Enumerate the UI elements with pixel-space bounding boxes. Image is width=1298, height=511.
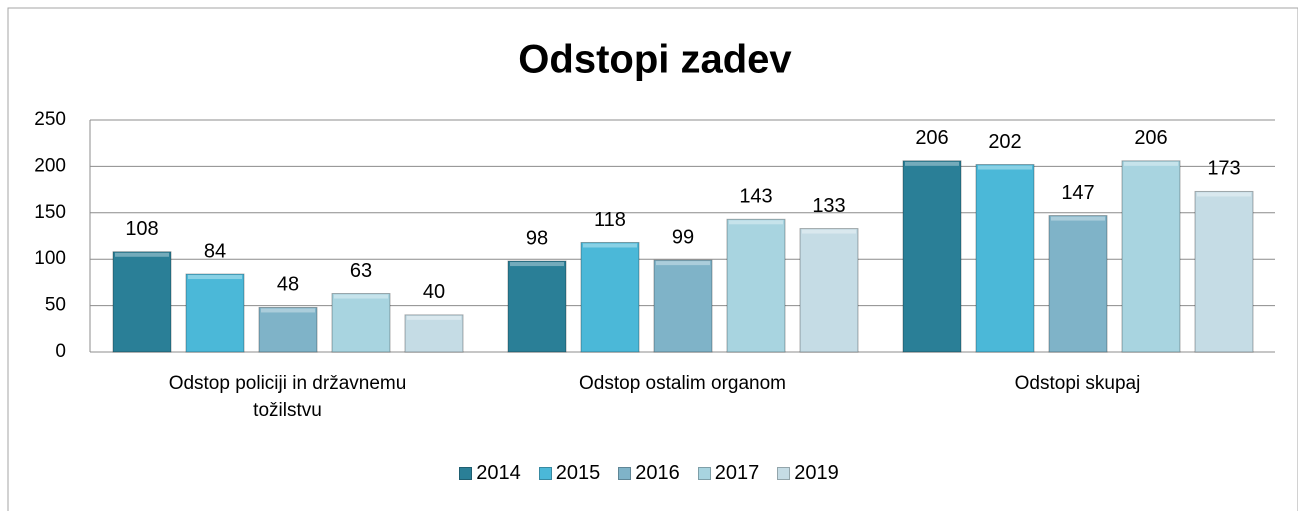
chart-title: Odstopi zadev <box>518 38 792 82</box>
legend-label: 2016 <box>635 462 680 484</box>
legend-item: 2019 <box>777 462 839 485</box>
bar <box>902 160 962 353</box>
bar-highlight <box>802 229 856 234</box>
data-label: 206 <box>915 127 948 149</box>
bar-highlight <box>656 261 710 266</box>
bar <box>1048 215 1108 353</box>
data-label: 133 <box>812 195 845 217</box>
bar <box>404 314 464 353</box>
bar-highlight <box>583 243 637 248</box>
y-tick-label: 250 <box>34 109 66 130</box>
data-label: 98 <box>526 227 548 249</box>
bar-highlight <box>1051 216 1105 221</box>
legend-label: 2019 <box>794 462 839 484</box>
x-tick-label: Odstopi skupaj <box>1014 373 1141 394</box>
legend: 2014 2015 2016 2017 2019 <box>0 462 1298 485</box>
bar <box>507 260 567 353</box>
bar <box>1121 160 1181 353</box>
data-label: 99 <box>672 226 694 248</box>
bar <box>799 228 859 353</box>
y-tick-label: 200 <box>34 155 66 176</box>
legend-swatch <box>459 467 473 480</box>
bar <box>1194 190 1254 353</box>
bar <box>726 218 786 353</box>
data-label: 40 <box>423 281 445 303</box>
legend-item: 2017 <box>697 462 760 485</box>
legend-label: 2015 <box>555 462 601 484</box>
bar-highlight <box>261 308 315 313</box>
bar-highlight <box>1197 192 1251 197</box>
data-label: 48 <box>277 274 299 296</box>
data-label: 206 <box>1134 127 1167 149</box>
legend-item: 2014 <box>459 462 521 485</box>
bar-highlight <box>978 165 1032 170</box>
legend-swatch <box>777 467 791 480</box>
bar-highlight <box>188 275 242 280</box>
data-label: 147 <box>1061 182 1094 204</box>
bar-highlight <box>510 262 564 267</box>
data-label: 118 <box>594 209 626 231</box>
bar <box>653 259 713 353</box>
legend-label: 2014 <box>476 462 521 484</box>
bar-highlight <box>1124 161 1178 166</box>
bar-highlight <box>729 220 783 225</box>
y-tick-label: 150 <box>34 202 66 223</box>
bar-highlight <box>407 315 461 320</box>
data-label: 173 <box>1207 158 1240 180</box>
bar <box>975 164 1035 353</box>
x-tick-label: Odstop policiji in državnemu tožilstvu <box>168 373 407 421</box>
legend-swatch <box>538 467 552 480</box>
y-tick-label: 0 <box>55 341 66 362</box>
bar <box>112 251 172 353</box>
bar <box>580 241 640 353</box>
data-label: 143 <box>739 186 772 208</box>
y-tick-label: 100 <box>34 248 66 269</box>
data-label: 84 <box>204 240 226 262</box>
bar-highlight <box>334 294 388 299</box>
bar <box>258 306 318 353</box>
chart-border <box>7 7 1298 511</box>
x-tick-label: Odstop ostalim organom <box>579 373 786 394</box>
legend-item: 2016 <box>618 462 680 485</box>
bar <box>331 293 391 353</box>
legend-item: 2015 <box>538 462 601 485</box>
data-label: 63 <box>350 260 372 282</box>
legend-label: 2017 <box>714 462 760 484</box>
data-label: 202 <box>988 131 1021 153</box>
bar <box>185 273 245 353</box>
legend-swatch <box>697 467 711 480</box>
data-label: 108 <box>125 218 158 240</box>
legend-swatch <box>618 467 632 480</box>
bar-highlight <box>115 252 169 257</box>
bar-highlight <box>905 161 959 166</box>
y-tick-label: 50 <box>45 295 66 316</box>
